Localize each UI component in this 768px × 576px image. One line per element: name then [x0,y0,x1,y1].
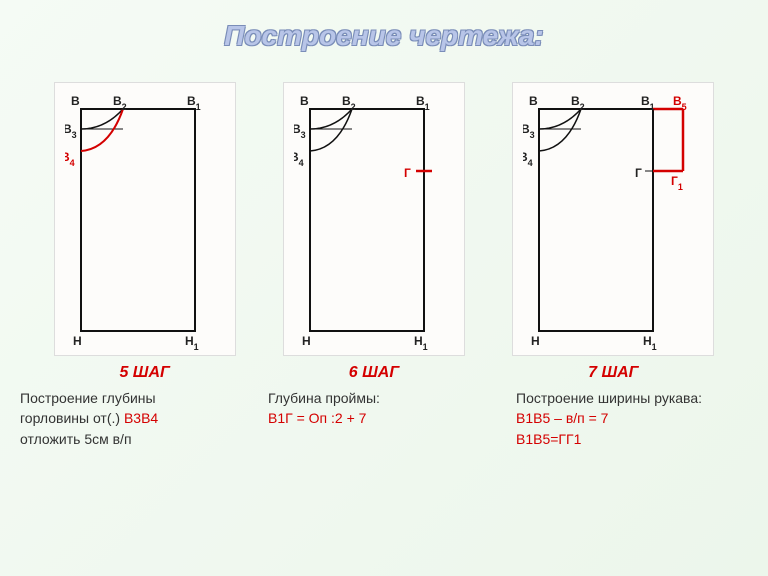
svg-text:В4: В4 [294,150,304,168]
step7-label: 7 ШАГ [588,364,638,382]
svg-text:В4: В4 [523,150,533,168]
step6-column: ВВ3В4В2В1ГНН1 6 ШАГ [283,82,465,382]
svg-text:В4: В4 [65,150,75,168]
svg-text:Г: Г [635,166,642,180]
step7-caption: Построение ширины рукава:В1В5 – в/п = 7В… [516,388,748,449]
svg-text:Г: Г [404,166,411,180]
svg-text:Н: Н [302,334,311,348]
page-title: Построение чертежа: [0,0,768,52]
svg-text:Н1: Н1 [185,334,199,351]
svg-text:Н: Н [531,334,540,348]
svg-text:В3: В3 [523,122,535,140]
step6-caption: Глубина проймы:В1Г = Оп :2 + 7 [268,388,500,449]
captions-row: Построение глубиныгорловины от(.) В3В4от… [0,382,768,449]
svg-text:Н1: Н1 [414,334,428,351]
svg-text:Н1: Н1 [643,334,657,351]
svg-text:В: В [71,94,80,108]
step6-diagram: ВВ3В4В2В1ГНН1 [283,82,465,356]
step6-label: 6 ШАГ [349,364,399,382]
step7-diagram: ВВ3В4В2В1В5ГГ1НН1 [512,82,714,356]
svg-text:Г1: Г1 [671,174,683,192]
svg-text:В3: В3 [294,122,306,140]
svg-text:В3: В3 [65,122,77,140]
step5-diagram: ВВ3В4В2В1НН1 [54,82,236,356]
svg-text:В: В [300,94,309,108]
svg-text:Н: Н [73,334,82,348]
svg-text:В: В [529,94,538,108]
step7-column: ВВ3В4В2В1В5ГГ1НН1 7 ШАГ [512,82,714,382]
step5-label: 5 ШАГ [119,364,169,382]
step5-column: ВВ3В4В2В1НН1 5 ШАГ [54,82,236,382]
diagrams-row: ВВ3В4В2В1НН1 5 ШАГ ВВ3В4В2В1ГНН1 6 ШАГ В… [0,82,768,382]
step5-caption: Построение глубиныгорловины от(.) В3В4от… [20,388,252,449]
